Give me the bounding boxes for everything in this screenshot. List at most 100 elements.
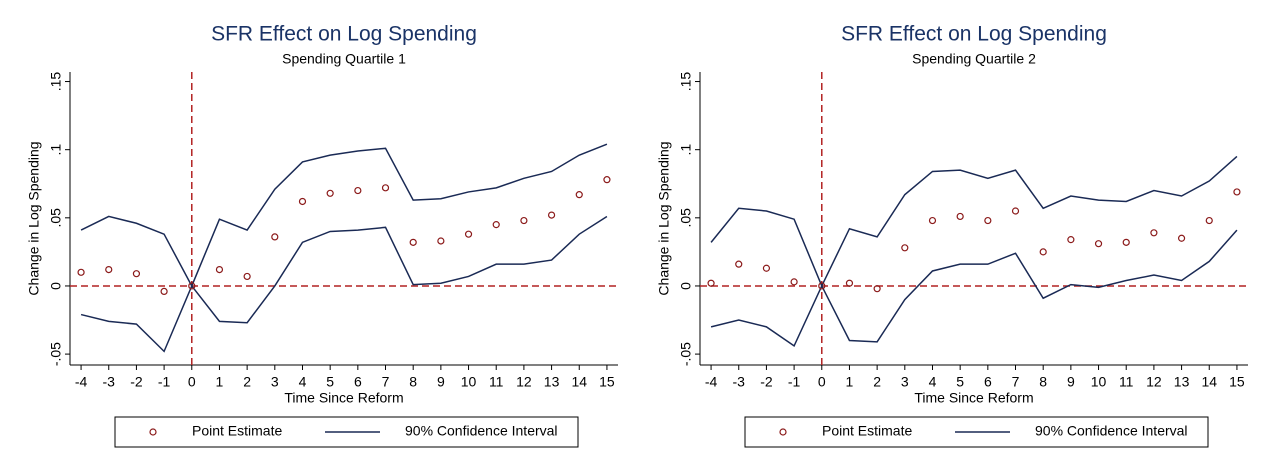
point-estimate — [215, 266, 224, 274]
x-tick-label: 0 — [818, 374, 826, 390]
x-tick-label: 11 — [489, 374, 504, 390]
y-tick-label: .1 — [48, 144, 64, 156]
y-tick-label: .05 — [48, 208, 64, 228]
x-tick-label: 15 — [599, 374, 615, 390]
point-estimate — [1205, 216, 1213, 225]
point-estimate — [105, 266, 113, 274]
legend-label: 90% Confidence Interval — [1035, 423, 1188, 439]
x-tick-label: 2 — [243, 374, 251, 390]
point-estimate — [984, 216, 992, 225]
point-estimate — [409, 238, 417, 246]
point-estimate — [188, 282, 196, 290]
x-tick-label: 3 — [271, 374, 279, 390]
y-tick-label: .1 — [678, 144, 694, 156]
x-tick-label: 6 — [354, 374, 362, 390]
x-tick-label: 10 — [461, 374, 477, 390]
legend-marker — [779, 428, 787, 436]
x-tick-label: 15 — [1229, 374, 1245, 390]
point-estimate — [735, 260, 743, 268]
legend-marker — [149, 428, 157, 436]
point-estimate — [326, 189, 334, 197]
x-tick-label: 2 — [873, 374, 881, 390]
point-estimate — [298, 197, 307, 206]
point-estimate — [492, 221, 500, 229]
y-tick-label: -.05 — [678, 342, 694, 366]
point-estimate — [873, 285, 881, 293]
point-estimate — [575, 191, 583, 199]
x-tick-label: 8 — [1039, 374, 1047, 390]
x-tick-label: 9 — [1067, 374, 1075, 390]
ci-upper — [80, 143, 608, 288]
point-estimate — [762, 264, 771, 272]
x-tick-label: 7 — [382, 374, 390, 390]
point-estimate — [845, 279, 854, 287]
x-tick-label: -3 — [733, 374, 746, 390]
point-estimate — [1039, 248, 1047, 256]
x-tick-label: -4 — [75, 374, 88, 390]
ci-lower — [710, 229, 1238, 348]
x-axis-title: Time Since Reform — [914, 390, 1033, 406]
x-tick-label: -4 — [705, 374, 718, 390]
x-tick-label: -2 — [760, 374, 773, 390]
chart-subtitle: Spending Quartile 1 — [282, 51, 406, 67]
y-tick-label: 0 — [48, 282, 64, 290]
x-tick-label: -2 — [130, 374, 143, 390]
point-estimate — [1122, 238, 1130, 246]
point-estimate — [271, 233, 279, 241]
point-estimate — [520, 216, 528, 225]
x-tick-label: 0 — [188, 374, 196, 390]
point-estimate — [243, 272, 251, 281]
x-tick-label: 10 — [1091, 374, 1107, 390]
x-tick-label: 14 — [571, 374, 587, 390]
x-tick-label: 12 — [516, 374, 532, 390]
point-estimate — [603, 176, 611, 184]
x-tick-label: 13 — [1174, 374, 1190, 390]
point-estimate — [464, 230, 473, 238]
y-tick-label: .15 — [48, 72, 64, 92]
point-estimate — [928, 216, 937, 225]
point-estimate — [1150, 229, 1158, 237]
x-tick-label: -1 — [788, 374, 801, 390]
x-tick-label: 7 — [1012, 374, 1020, 390]
x-tick-label: -3 — [103, 374, 116, 390]
y-tick-label: -.05 — [48, 342, 64, 366]
x-tick-label: 1 — [216, 374, 224, 390]
y-tick-label: .15 — [678, 72, 694, 92]
ci-upper — [710, 155, 1238, 288]
y-tick-label: 0 — [678, 282, 694, 290]
ci-lower — [80, 215, 608, 353]
x-axis-title: Time Since Reform — [284, 390, 403, 406]
point-estimate — [547, 211, 556, 219]
point-estimate — [1233, 188, 1241, 196]
x-tick-label: 9 — [437, 374, 445, 390]
x-tick-label: 5 — [326, 374, 334, 390]
x-tick-label: -1 — [158, 374, 171, 390]
x-tick-label: 13 — [544, 374, 560, 390]
point-estimate — [818, 282, 826, 290]
x-tick-label: 4 — [299, 374, 307, 390]
legend-label: 90% Confidence Interval — [405, 423, 558, 439]
y-axis-title: Change in Log Spending — [26, 141, 42, 295]
x-tick-label: 14 — [1201, 374, 1217, 390]
point-estimate — [354, 186, 362, 195]
point-estimate — [790, 278, 798, 286]
y-tick-label: .05 — [678, 208, 694, 228]
point-estimate — [381, 184, 390, 192]
point-estimate — [1067, 236, 1075, 244]
x-tick-label: 8 — [409, 374, 417, 390]
x-tick-label: 5 — [956, 374, 964, 390]
chart-title: SFR Effect on Log Spending — [211, 23, 477, 46]
point-estimate — [77, 268, 85, 276]
x-tick-label: 11 — [1119, 374, 1134, 390]
x-tick-label: 12 — [1146, 374, 1162, 390]
x-tick-label: 6 — [984, 374, 992, 390]
point-estimate — [1094, 240, 1103, 248]
point-estimate — [437, 237, 445, 245]
y-axis-title: Change in Log Spending — [656, 141, 672, 295]
point-estimate — [956, 212, 964, 221]
point-estimate — [901, 244, 909, 252]
x-tick-label: 1 — [846, 374, 854, 390]
point-estimate — [1177, 234, 1186, 242]
point-estimate — [132, 270, 141, 278]
